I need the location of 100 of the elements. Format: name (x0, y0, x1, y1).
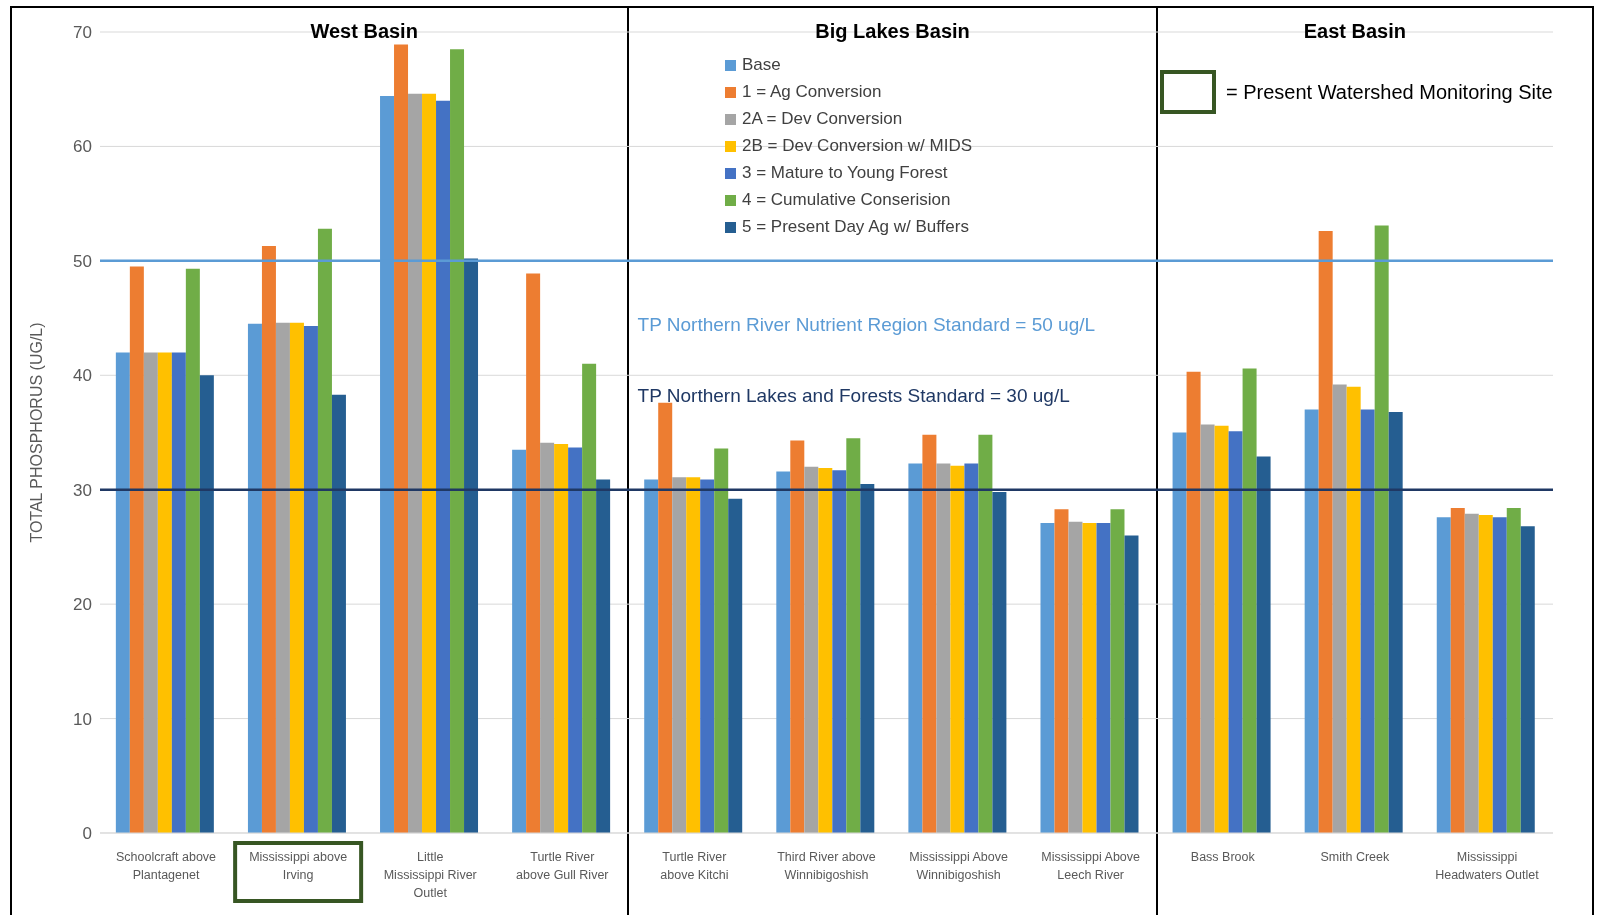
bar (908, 463, 923, 833)
bar (1200, 424, 1215, 833)
bar (450, 49, 465, 833)
bar (1506, 508, 1521, 833)
bar (804, 466, 819, 833)
bar (143, 352, 158, 833)
bar (700, 479, 715, 833)
bar (936, 463, 951, 833)
y-tick-label: 70 (73, 23, 92, 43)
ref-line-label: TP Northern Lakes and Forests Standard = 30 ug/L (637, 384, 1070, 406)
y-tick-label: 50 (73, 251, 92, 271)
bar (658, 402, 673, 833)
bar (331, 394, 346, 833)
x-tick-label: Smith Creek (1320, 850, 1390, 864)
bar (596, 479, 611, 833)
bar (157, 352, 172, 833)
bar (1304, 409, 1319, 833)
bar (526, 273, 541, 833)
annotation: West Basin (309, 20, 419, 43)
bar (1464, 513, 1479, 833)
x-tick-label: Turtle River above Gull River (516, 850, 609, 882)
bar (1186, 371, 1201, 833)
x-tick-label: Little Mississippi River Outlet (383, 850, 477, 900)
x-tick-label: Mississippi above Irving (249, 850, 348, 882)
bar (247, 323, 262, 833)
bar (436, 100, 451, 833)
bar (1172, 432, 1187, 833)
x-tick-label: Mississippi Above Leech River (1041, 850, 1141, 882)
annotation: East Basin (1302, 20, 1407, 43)
legend-label: 2A = Dev Conversion (742, 109, 903, 129)
bar (1360, 409, 1375, 833)
bar (199, 375, 214, 833)
bar (129, 266, 144, 833)
bar (1040, 522, 1055, 833)
bar (289, 322, 304, 833)
y-tick-label: 30 (73, 480, 92, 500)
bar (512, 449, 527, 833)
bar (1332, 384, 1347, 833)
bar (992, 492, 1007, 833)
bar (171, 352, 186, 833)
bar (464, 258, 479, 833)
annotation: = Present Watershed Monitoring Site (1226, 80, 1553, 104)
bar (275, 322, 290, 833)
bar (115, 352, 130, 833)
bar (964, 463, 979, 833)
bar (1492, 517, 1507, 833)
bar (978, 434, 993, 833)
bar (1214, 425, 1229, 833)
bar (922, 434, 937, 833)
annotation: Big Lakes Basin (814, 20, 971, 43)
bar (818, 467, 833, 833)
bar (317, 228, 332, 833)
y-tick-label: 10 (73, 709, 92, 729)
bar (1318, 231, 1333, 833)
bar (1436, 517, 1451, 833)
x-tick-label: Mississippi Headwaters Outlet (1435, 850, 1540, 882)
bar (303, 326, 318, 833)
y-tick-label: 20 (73, 595, 92, 615)
x-tick-label: Turtle River above Kitchi (660, 850, 729, 882)
bar (790, 440, 805, 833)
bar (1388, 411, 1403, 833)
bar (832, 470, 847, 833)
legend-label: Base (742, 55, 781, 75)
legend-label: 3 = Mature to Young Forest (742, 163, 948, 183)
legend-label: 4 = Cumulative Conserision (742, 190, 951, 210)
bar (1082, 522, 1097, 833)
bar (1478, 514, 1493, 833)
ref-line-label: TP Northern River Nutrient Region Standard = 50 ug/L (637, 313, 1096, 335)
legend-label: 2B = Dev Conversion w/ MIDS (742, 136, 973, 156)
bar (1256, 456, 1271, 833)
bar (1242, 368, 1257, 833)
bar (644, 479, 659, 833)
y-tick-label: 0 (82, 824, 92, 844)
x-tick-label: Bass Brook (1190, 850, 1256, 864)
bar (1054, 509, 1069, 833)
bar (860, 483, 875, 833)
bar (422, 93, 437, 833)
x-tick-label: Third River above Winnibigoshish (777, 850, 876, 882)
bar (1346, 386, 1361, 833)
bar (728, 498, 743, 833)
bar (776, 471, 791, 833)
bar (1096, 522, 1111, 833)
bar (582, 363, 597, 833)
bar (394, 44, 409, 833)
bar (554, 443, 569, 833)
bar (408, 93, 423, 833)
bar (568, 447, 583, 833)
bar (714, 448, 729, 833)
bar (261, 245, 276, 833)
y-tick-label: 40 (73, 366, 92, 386)
bar (686, 477, 701, 833)
y-tick-label: 60 (73, 137, 92, 157)
bar (1374, 225, 1389, 833)
bar (672, 477, 687, 833)
bar (540, 442, 555, 833)
bar (1110, 509, 1125, 833)
bar (1124, 535, 1139, 833)
bar (185, 268, 200, 833)
bar (950, 465, 965, 833)
y-axis-title: TOTAL PHOSPHORUS (UG/L) (27, 322, 45, 543)
